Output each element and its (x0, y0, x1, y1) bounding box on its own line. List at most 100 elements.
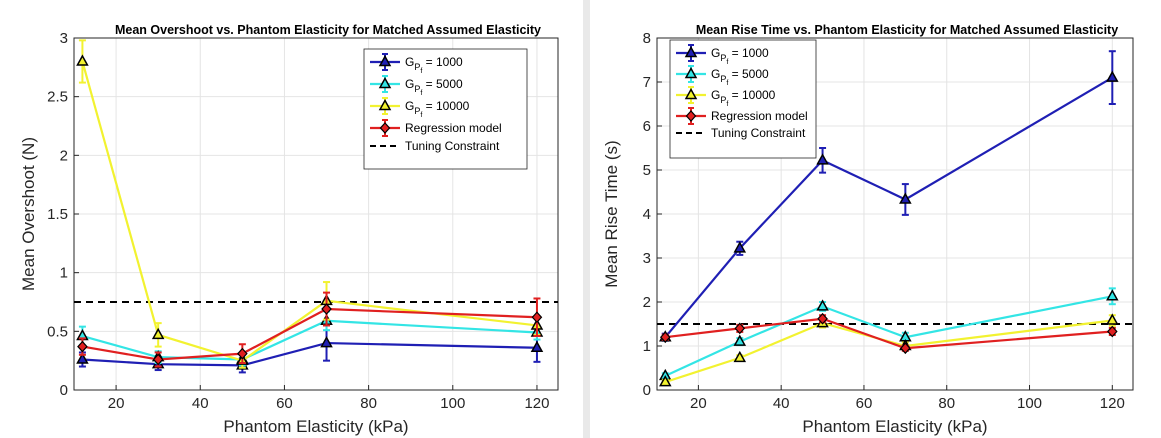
y-tick-label: 1.5 (47, 206, 68, 223)
data-point (900, 342, 911, 355)
x-tick-label: 100 (1017, 395, 1042, 412)
data-point (1106, 289, 1119, 301)
x-tick-label: 40 (773, 395, 790, 412)
data-point (1106, 325, 1118, 338)
legend-marker (378, 98, 392, 111)
data-point (76, 352, 89, 364)
data-point (899, 192, 912, 204)
legend-label-main: G (405, 99, 414, 113)
data-point (321, 303, 332, 315)
y-tick-label: 8 (643, 30, 651, 47)
data-point (734, 322, 746, 335)
y-tick-label: 4 (643, 206, 651, 223)
legend-label-main: Regression model (711, 109, 808, 123)
legend-label-main: G (711, 46, 720, 60)
legend-label-subsub: f (726, 80, 728, 87)
y-tick-label: 6 (643, 118, 651, 135)
y-tick-label: 1 (60, 265, 68, 282)
data-point (320, 336, 333, 348)
y-tick-label: 2.5 (47, 89, 68, 106)
data-point (237, 347, 248, 360)
y-tick-label: 1 (643, 338, 651, 355)
legend-label: Regression model (405, 121, 502, 135)
data-point (816, 153, 829, 165)
legend-marker (684, 66, 698, 79)
legend-label-value: = 5000 (422, 77, 463, 91)
legend-label-value: = 1000 (422, 55, 463, 69)
data-point (531, 311, 543, 324)
legend-label-sub: P (414, 62, 420, 72)
y-tick-label: 0.5 (47, 323, 68, 340)
legend-label-sub: P (720, 53, 726, 63)
y-tick-label: 7 (643, 74, 651, 91)
legend-label: GPf = 10000 (711, 88, 776, 108)
legend-marker (684, 45, 698, 58)
data-point (659, 331, 671, 344)
legend-label-subsub: f (420, 112, 422, 119)
data-point (1106, 70, 1119, 82)
legend-label-sub: P (414, 106, 420, 116)
legend-label-value: = 1000 (728, 46, 769, 60)
x-axis-label: Phantom Elasticity (kPa) (223, 417, 408, 436)
legend-label-sub: P (720, 95, 726, 105)
y-tick-label: 2 (643, 294, 651, 311)
legend-label: Regression model (711, 109, 808, 123)
data-point (733, 350, 747, 363)
chart-title: Mean Rise Time vs. Phantom Elasticity fo… (696, 23, 1118, 37)
y-axis-label: Mean Rise Time (s) (602, 140, 621, 287)
legend-marker (684, 87, 698, 100)
y-axis-label: Mean Overshoot (N) (19, 137, 38, 291)
legend-marker (378, 54, 392, 67)
data-point (733, 334, 747, 346)
y-tick-label: 0 (60, 382, 68, 399)
x-tick-label: 40 (192, 395, 209, 412)
x-tick-label: 100 (440, 395, 465, 412)
legend-label-value: = 10000 (728, 88, 775, 102)
data-point (151, 327, 165, 340)
legend-label-subsub: f (420, 90, 422, 97)
legend-label: GPf = 5000 (405, 77, 463, 97)
legend-label-tuning: Tuning Constraint (405, 139, 500, 153)
legend-label-subsub: f (420, 68, 422, 75)
data-point (816, 299, 829, 311)
legend-label: GPf = 5000 (711, 67, 769, 87)
x-tick-label: 20 (690, 395, 707, 412)
x-axis-label: Phantom Elasticity (kPa) (802, 417, 987, 436)
x-tick-label: 60 (276, 395, 293, 412)
legend-box (363, 48, 528, 170)
x-tick-label: 80 (360, 395, 377, 412)
data-point (659, 375, 672, 387)
data-point (76, 54, 89, 66)
rise-time-chart-panel: 20 40 60 80 100 120 0 1 2 3 4 5 6 7 8 Mean Rise Time vs… (590, 0, 1161, 438)
y-tick-label: 3 (643, 250, 651, 267)
legend-label: GPf = 1000 (405, 55, 463, 75)
data-point (530, 340, 544, 353)
legend-label: GPf = 10000 (405, 99, 470, 119)
y-tick-label: 3 (60, 30, 68, 47)
legend-label-subsub: f (726, 101, 728, 108)
legend-label-main: G (405, 77, 414, 91)
legend-label-value: = 5000 (728, 67, 769, 81)
x-tick-label: 120 (1100, 395, 1125, 412)
series-3 (659, 312, 1118, 355)
x-tick-label: 20 (108, 395, 125, 412)
x-tick-label: 80 (938, 395, 955, 412)
series-3 (77, 291, 543, 368)
legend-marker (379, 122, 391, 134)
data-point (733, 241, 747, 253)
legend-label-value: = 10000 (422, 99, 469, 113)
y-tick-label: 2 (60, 147, 68, 164)
y-tick-label: 5 (643, 162, 651, 179)
x-tick-label: 120 (524, 395, 549, 412)
legend-marker (378, 76, 392, 89)
legend-label-sub: P (720, 74, 726, 84)
rise-time-chart: 20 40 60 80 100 120 0 1 2 3 4 5 6 7 8 Mean Rise Time vs… (602, 23, 1134, 436)
x-tick-label: 60 (856, 395, 873, 412)
data-point (152, 353, 164, 366)
legend-label-main: Regression model (405, 121, 502, 135)
legend-label: GPf = 1000 (711, 46, 769, 66)
overshoot-chart: 20 40 60 80 100 120 0 0.5 1 1.5 2 2.5 3 Mean Overshoo… (19, 23, 559, 436)
legend-marker (685, 110, 697, 122)
